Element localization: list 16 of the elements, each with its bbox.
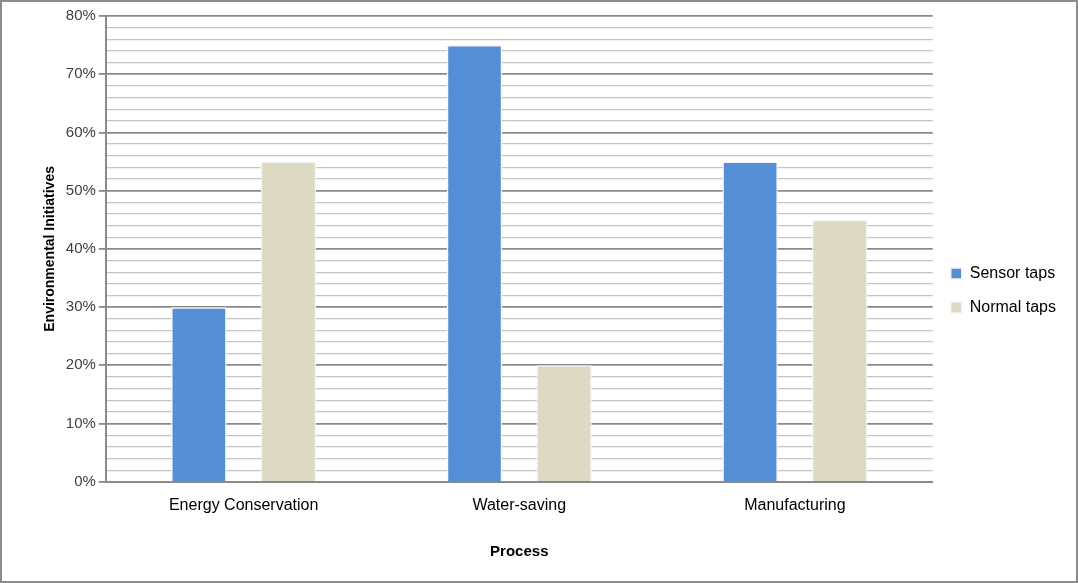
y-tick-label: 80%	[65, 6, 96, 24]
y-tick-label: 10%	[65, 413, 96, 431]
y-tick-label: 30%	[65, 297, 96, 315]
x-axis-title: Process	[490, 542, 549, 560]
y-tick-label: 20%	[65, 355, 96, 373]
x-tick-label: Energy Conservation	[168, 495, 319, 513]
y-axis-title: Environmental Initiatives	[41, 165, 58, 332]
legend-label: Normal taps	[969, 297, 1056, 315]
y-tick-label: 0%	[74, 471, 96, 489]
y-tick-label: 70%	[65, 64, 96, 82]
y-tick-label: 50%	[65, 180, 96, 198]
x-tick-label: Water-saving	[472, 495, 567, 513]
y-tick-label: 40%	[65, 239, 96, 257]
y-tick-label: 60%	[65, 122, 96, 140]
legend-label: Sensor taps	[969, 263, 1056, 281]
x-tick-label: Manufacturing	[744, 495, 846, 513]
